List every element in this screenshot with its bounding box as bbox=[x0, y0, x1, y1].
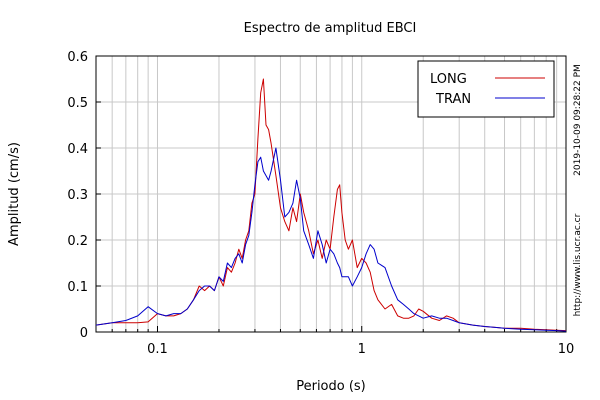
x-tick-label: 10 bbox=[558, 342, 575, 357]
y-tick-label: 0 bbox=[80, 326, 88, 341]
y-tick-label: 0.4 bbox=[67, 142, 88, 157]
legend-label-tran: TRAN bbox=[435, 92, 471, 107]
source-url-text: http://www.lis.ucr.ac.cr bbox=[573, 213, 583, 316]
axis-ticks: 0 0.1 0.2 0.3 0.4 0.5 0.6 0.1 1 10 bbox=[67, 50, 574, 357]
series-lines bbox=[95, 78, 567, 332]
y-tick-label: 0.2 bbox=[67, 234, 88, 249]
chart-title: Espectro de amplitud EBCI bbox=[244, 21, 417, 36]
legend-label-long: LONG bbox=[430, 72, 467, 87]
y-tick-label: 0.3 bbox=[67, 188, 88, 203]
y-tick-label: 0.1 bbox=[67, 280, 88, 295]
legend: LONG TRAN bbox=[417, 60, 555, 118]
y-tick-label: 0.6 bbox=[67, 50, 88, 65]
series-line-tran bbox=[95, 147, 567, 332]
y-tick-label: 0.5 bbox=[67, 96, 88, 111]
legend-box bbox=[417, 60, 555, 118]
timestamp-text: 2019-10-09 09:28:22 PM bbox=[573, 64, 583, 176]
x-tick-label: 1 bbox=[358, 342, 366, 357]
x-tick-label: 0.1 bbox=[147, 342, 168, 357]
y-axis-label: Amplitud (cm/s) bbox=[7, 142, 22, 246]
x-axis-label: Periodo (s) bbox=[296, 379, 366, 394]
